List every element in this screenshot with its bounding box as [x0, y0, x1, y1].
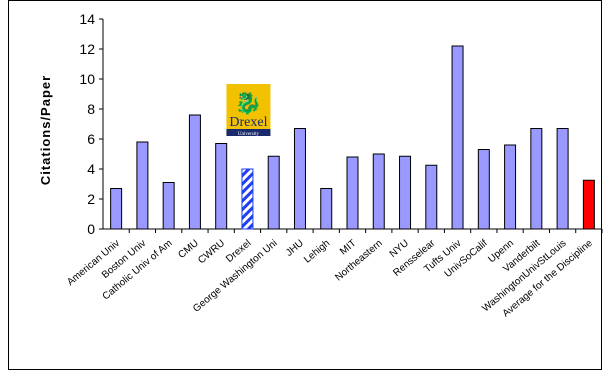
bar	[320, 188, 333, 230]
logo-background	[226, 84, 271, 136]
y-tick-label: 0	[87, 221, 95, 237]
dragon-icon: 🐉	[235, 90, 262, 115]
bar	[477, 149, 490, 230]
bar	[504, 144, 517, 230]
bar	[293, 128, 306, 230]
bar	[425, 164, 438, 230]
y-ticks: 0 2 4 6 8 10 12 14	[79, 11, 103, 237]
y-tick-label: 10	[79, 71, 95, 87]
bar	[267, 155, 280, 230]
bar	[556, 128, 569, 230]
logo-subtitle: University	[238, 132, 260, 137]
y-tick-label: 4	[87, 161, 95, 177]
logo-wordmark: Drexel	[229, 115, 267, 130]
logo-band	[226, 129, 271, 136]
bar	[110, 188, 123, 230]
y-tick-label: 2	[87, 191, 95, 207]
bar	[215, 143, 228, 230]
y-tick-label: 12	[79, 41, 95, 57]
bar	[451, 45, 464, 230]
bar	[346, 156, 359, 230]
y-axis-label: Citations/Paper	[38, 75, 53, 185]
bar	[399, 155, 412, 230]
bars	[110, 45, 595, 230]
y-tick-label: 8	[87, 101, 95, 117]
bar	[188, 114, 201, 230]
y-tick-label: 6	[87, 131, 95, 147]
y-tick-label: 14	[79, 11, 95, 27]
bar	[582, 179, 595, 230]
y-axis-title: Citations/Paper	[38, 75, 53, 185]
bar	[136, 141, 149, 230]
bar	[372, 153, 385, 230]
bar	[162, 182, 175, 230]
x-tick-label: CWRU	[196, 238, 227, 266]
x-tick-label: Northeastern	[333, 238, 384, 284]
x-tick-label: Lehigh	[302, 238, 332, 266]
x-tick-label: MIT	[338, 238, 358, 257]
bar	[530, 128, 543, 230]
drexel-logo: 🐉Drexel University	[226, 84, 271, 137]
bar	[241, 168, 254, 230]
